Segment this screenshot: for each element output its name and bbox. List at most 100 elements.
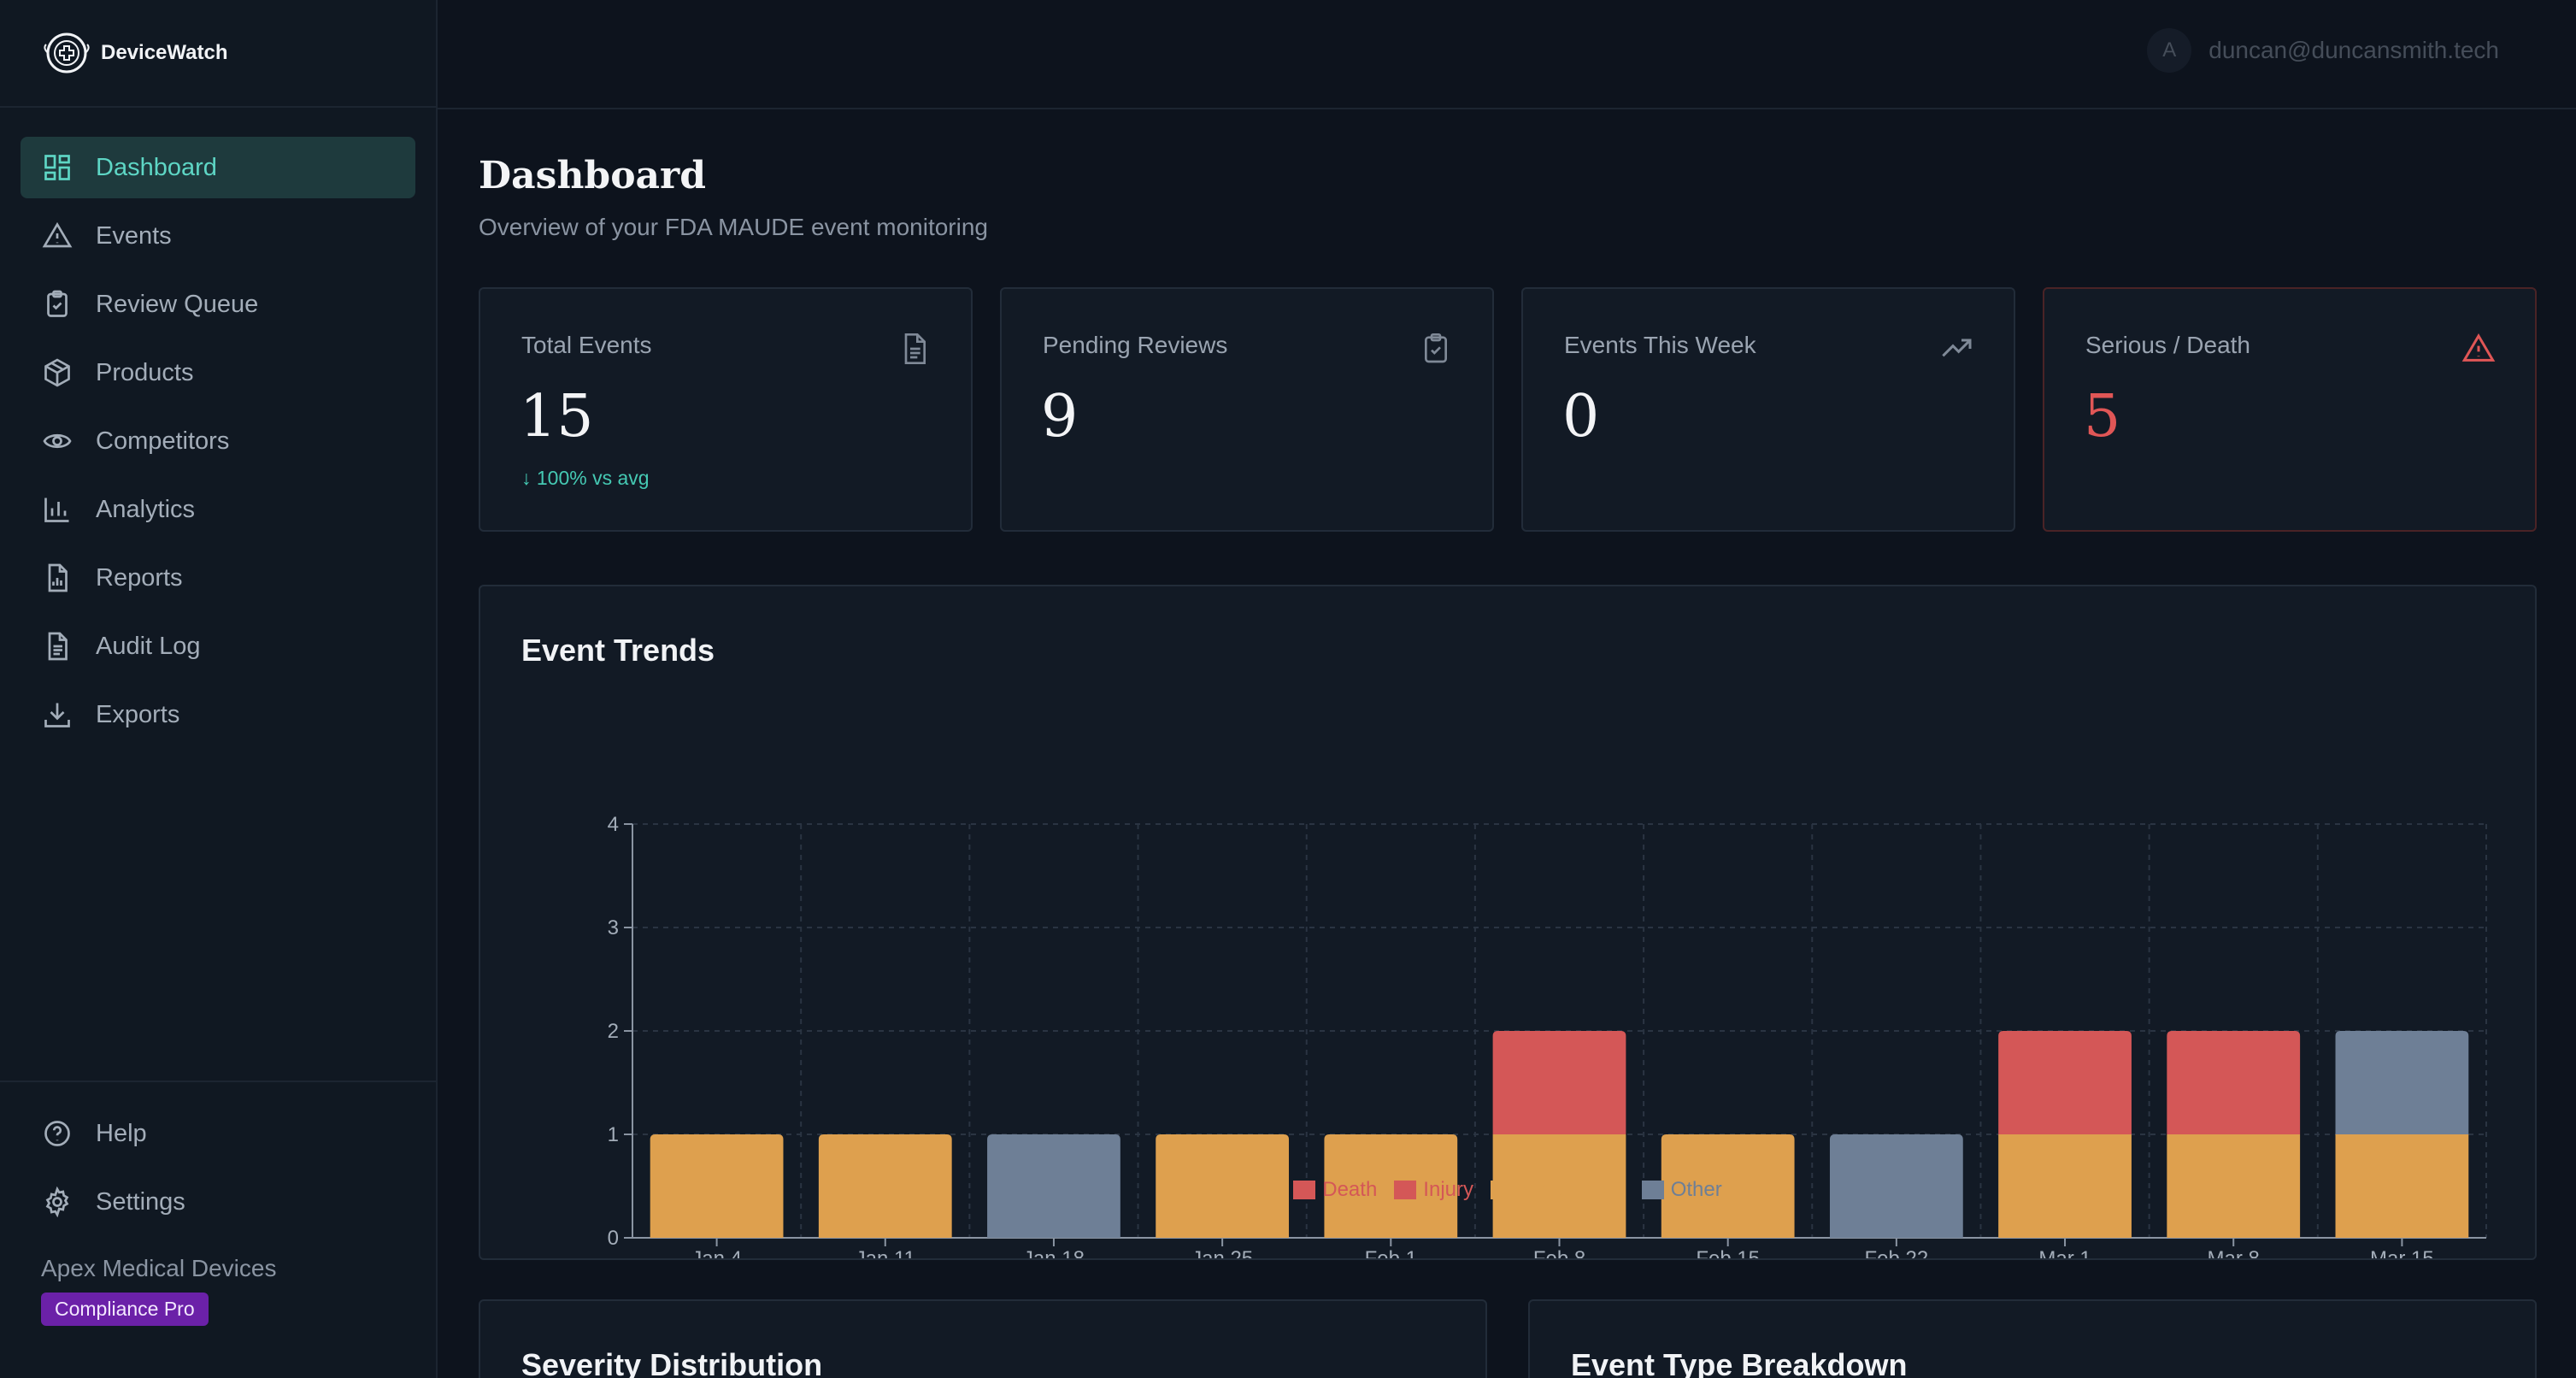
- bar-chart-icon: [41, 493, 74, 526]
- stat-label: Pending Reviews: [1043, 332, 1228, 358]
- trending-up-icon: [1942, 339, 1972, 357]
- download-icon: [41, 698, 74, 731]
- bar-segment-malfunction: [2167, 1134, 2301, 1238]
- box-icon: [41, 356, 74, 389]
- legend-item-injury[interactable]: Injury: [1394, 1178, 1473, 1202]
- bar-segment-other: [1829, 1134, 1963, 1238]
- sidebar-footer: Help Settings Apex Medical Devices Compl…: [0, 1081, 436, 1326]
- bar-segment-malfunction: [2335, 1134, 2469, 1238]
- nav-label: Exports: [96, 700, 180, 728]
- stat-value: 9: [1041, 383, 1079, 450]
- main-nav: Dashboard Events Review Queue Products C…: [0, 108, 436, 745]
- stat-card-serious-death[interactable]: Serious / Death 5: [2043, 287, 2537, 532]
- user-menu[interactable]: A duncan@duncansmith.tech: [2147, 24, 2499, 77]
- nav-label: Competitors: [96, 427, 230, 455]
- y-tick-label: 3: [608, 916, 619, 939]
- bar-segment-death: [2167, 1031, 2301, 1134]
- legend-label: Death: [1322, 1178, 1378, 1201]
- plan-badge: Compliance Pro: [41, 1293, 209, 1326]
- x-tick-label: Jan 25: [1191, 1247, 1253, 1258]
- brand[interactable]: DeviceWatch: [0, 0, 436, 108]
- bar-segment-malfunction: [1156, 1134, 1290, 1238]
- avatar: A: [2147, 28, 2192, 73]
- bar-segment-malfunction: [1998, 1134, 2132, 1238]
- sidebar: DeviceWatch Dashboard Events Review Queu…: [0, 0, 438, 1378]
- y-tick-label: 1: [608, 1123, 619, 1146]
- x-tick-label: Feb 22: [1865, 1247, 1929, 1258]
- stat-label: Events This Week: [1564, 332, 1756, 358]
- bar-segment-malfunction: [818, 1134, 952, 1238]
- nav-item-events[interactable]: Events: [21, 205, 415, 267]
- logo-icon: [44, 32, 90, 74]
- dashboard-icon: [41, 151, 74, 184]
- nav-label: Review Queue: [96, 290, 259, 318]
- help-icon: [41, 1117, 74, 1150]
- stat-card-events-this-week[interactable]: Events This Week 0: [1521, 287, 2015, 532]
- bar-segment-other: [2335, 1031, 2469, 1134]
- legend-item-malfunction[interactable]: Malfunction: [1490, 1178, 1625, 1202]
- nav-label: Reports: [96, 563, 183, 592]
- severity-distribution-card: Severity Distribution: [479, 1299, 1487, 1378]
- nav-item-audit-log[interactable]: Audit Log: [21, 615, 415, 677]
- topbar: A duncan@duncansmith.tech: [438, 0, 2576, 109]
- stat-value: 15: [520, 383, 594, 450]
- stat-card-pending-reviews[interactable]: Pending Reviews 9: [1000, 287, 1494, 532]
- nav-label: Dashboard: [96, 153, 217, 181]
- x-tick-label: Mar 8: [2208, 1247, 2260, 1258]
- x-tick-label: Jan 18: [1023, 1247, 1085, 1258]
- page-title: Dashboard: [479, 154, 706, 197]
- nav-item-competitors[interactable]: Competitors: [21, 410, 415, 472]
- x-tick-label: Feb 8: [1533, 1247, 1585, 1258]
- event-trends-chart: 0 1 2 3 4 Jan 4 Jan 11 Jan 18 Jan 25 Feb 1 Feb 8 Fe…: [608, 813, 2487, 1258]
- bar-segment-malfunction: [1324, 1134, 1458, 1238]
- stat-value: 0: [1562, 383, 1600, 450]
- alert-triangle-icon: [2461, 333, 2496, 362]
- bar-segment-death: [1492, 1031, 1626, 1134]
- legend-swatch: [1394, 1181, 1417, 1199]
- y-tick-label: 0: [608, 1227, 619, 1250]
- nav-item-products[interactable]: Products: [21, 342, 415, 403]
- legend-item-other[interactable]: Other: [1641, 1178, 1722, 1202]
- panel-title: Event Type Breakdown: [1571, 1347, 1908, 1378]
- nav-item-reports[interactable]: Reports: [21, 547, 415, 609]
- bar-segment-other: [987, 1134, 1120, 1238]
- bar-segment-malfunction: [650, 1134, 784, 1238]
- nav-item-dashboard[interactable]: Dashboard: [21, 137, 415, 198]
- nav-item-settings[interactable]: Settings: [21, 1171, 415, 1233]
- panel-title: Severity Distribution: [521, 1347, 823, 1378]
- nav-label: Analytics: [96, 495, 196, 523]
- bar-segment-death: [1998, 1031, 2132, 1134]
- chart-legend: Death Injury Malfunction Other: [480, 1178, 2535, 1202]
- nav-item-exports[interactable]: Exports: [21, 684, 415, 745]
- nav-item-help[interactable]: Help: [21, 1103, 415, 1164]
- legend-swatch: [1490, 1181, 1513, 1199]
- user-email: duncan@duncansmith.tech: [2208, 37, 2499, 63]
- x-tick-label: Mar 15: [2370, 1247, 2434, 1258]
- x-tick-label: Mar 1: [2038, 1247, 2091, 1258]
- x-tick-label: Jan 11: [856, 1247, 915, 1258]
- nav-label: Help: [96, 1119, 147, 1147]
- nav-label: Audit Log: [96, 632, 201, 660]
- nav-label: Products: [96, 358, 194, 386]
- page-subtitle: Overview of your FDA MAUDE event monitor…: [479, 214, 988, 240]
- bar-segment-malfunction: [1492, 1134, 1626, 1238]
- report-icon: [41, 562, 74, 594]
- eye-icon: [41, 425, 74, 457]
- x-tick-label: Feb 15: [1696, 1247, 1760, 1258]
- stat-label: Total Events: [521, 332, 652, 358]
- event-trends-card: Event Trends 0 1 2 3 4 Jan 4 Jan 11 Jan 18 Jan 2…: [479, 585, 2537, 1260]
- nav-item-review-queue[interactable]: Review Queue: [21, 274, 415, 335]
- legend-label: Injury: [1423, 1178, 1473, 1201]
- stat-value: 5: [2084, 383, 2121, 450]
- bar-segment-malfunction: [1661, 1134, 1795, 1238]
- legend-item-death[interactable]: Death: [1293, 1178, 1377, 1202]
- nav-item-analytics[interactable]: Analytics: [21, 479, 415, 540]
- y-tick-label: 4: [608, 813, 619, 836]
- warning-icon: [41, 220, 74, 252]
- nav-label: Events: [96, 221, 172, 250]
- org-name: Apex Medical Devices: [41, 1255, 277, 1281]
- legend-label: Malfunction: [1519, 1178, 1625, 1201]
- stat-card-total-events[interactable]: Total Events 15 ↓ 100% vs avg: [479, 287, 973, 532]
- document-icon: [904, 333, 926, 364]
- brand-name: DeviceWatch: [101, 41, 228, 64]
